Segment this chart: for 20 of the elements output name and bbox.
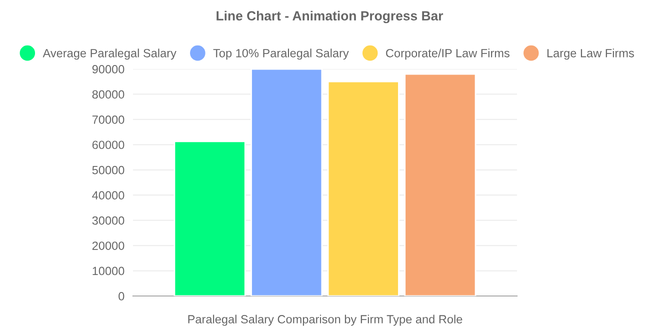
legend-label: Large Law Firms bbox=[547, 48, 634, 60]
bar bbox=[174, 140, 246, 296]
y-tick-label: 30000 bbox=[92, 216, 124, 225]
legend-label: Corporate/IP Law Firms bbox=[386, 48, 510, 60]
bar bbox=[250, 69, 323, 296]
bar bbox=[327, 80, 400, 296]
y-tick-label: 90000 bbox=[92, 65, 124, 74]
y-tick-label: 70000 bbox=[92, 115, 124, 124]
y-tick-label: 20000 bbox=[92, 242, 124, 250]
y-tick-label: 50000 bbox=[92, 166, 124, 174]
x-axis-title: Paralegal Salary Comparison by Firm Type and Role bbox=[188, 314, 462, 326]
y-tick-label: 80000 bbox=[92, 90, 124, 99]
y-tick-label: 10000 bbox=[92, 266, 124, 276]
y-tick-label: 60000 bbox=[92, 140, 124, 150]
y-tick-label: 0 bbox=[118, 292, 124, 300]
legend-label: Average Paralegal Salary bbox=[42, 48, 176, 60]
bar bbox=[404, 73, 476, 296]
y-tick-label: 40000 bbox=[92, 191, 124, 200]
legend-label: Top 10% Paralegal Salary bbox=[213, 48, 349, 60]
chart-title: Line Chart - Animation Progress Bar bbox=[216, 10, 444, 24]
